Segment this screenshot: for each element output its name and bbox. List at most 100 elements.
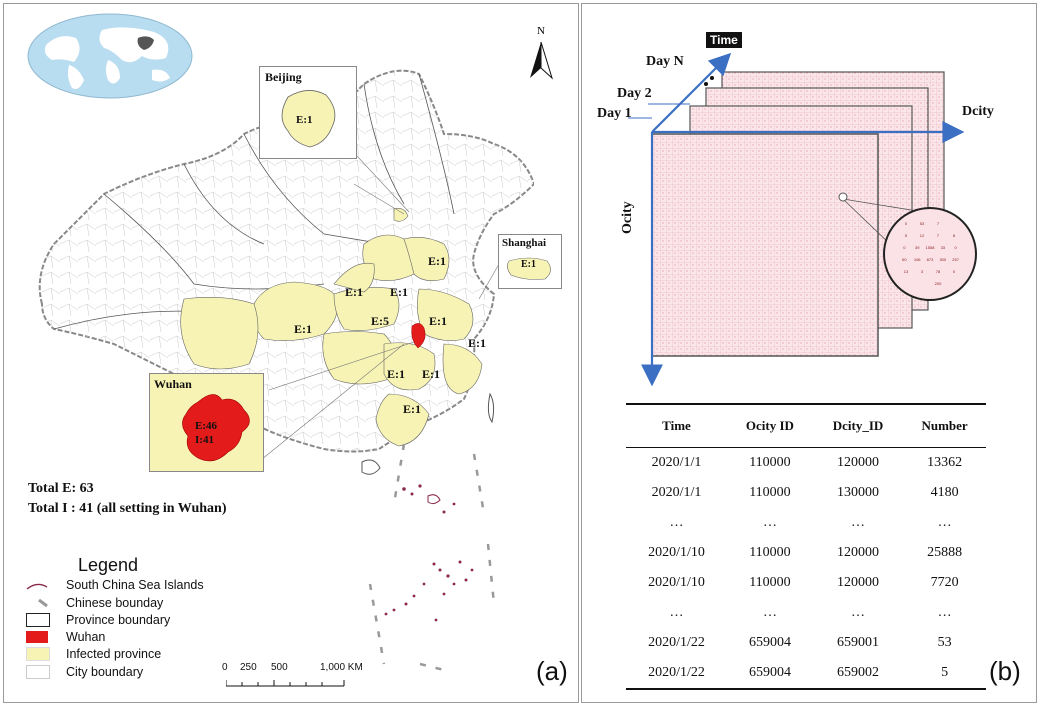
zoom-value: 5 [905,233,908,238]
world-globe-inset [27,13,193,99]
table-row: 2020/1/1 110000 120000 13362 [626,448,986,479]
table-cell: 659002 [812,658,904,690]
legend-item: Chinese bounday [26,595,163,611]
total-e: Total E: 63 [28,481,94,496]
shanghai-title: Shanghai [502,237,547,249]
table-cell: 2020/1/22 [626,658,727,690]
ocity-axis-label: Ocity [620,201,635,234]
zoom-value: 0 [905,221,908,226]
zoom-value: 1558 [926,245,936,250]
matrix-layer-stack [651,71,945,357]
legend-item: Wuhan [26,629,105,645]
table-cell: 13362 [927,455,963,470]
province-label: E:1 [422,367,440,381]
zoom-value: 7 [937,233,940,238]
city-box-icon [26,665,50,679]
wuhan-box-icon [26,631,48,643]
od-flow-table: Time Ocity ID Dcity_ID Number 2020/1/1 11… [626,403,986,690]
table-cell: 110000 [749,485,791,500]
table-cell: 659004 [748,635,791,650]
legend-item: City boundary [26,664,143,680]
shanghai-value: E:1 [521,259,536,270]
province-label: E:1 [403,402,421,416]
province-label: E:1 [387,367,405,381]
zoom-value: 60 [902,257,907,262]
wuhan-title: Wuhan [154,377,192,391]
table-cell: … [937,515,952,530]
zoom-value: 0 [954,245,957,250]
panel-label-a: (a) [536,656,568,686]
shanghai-inset: Shanghai E:1 [498,234,562,289]
table-cell: 5 [903,658,986,690]
time-axis-label: Time [706,32,742,48]
zoom-value: 8 [953,233,956,238]
zoom-value: 33 [941,245,946,250]
beijing-inset: Beijing E:1 [259,66,357,159]
table-row: 2020/1/1 110000 130000 4180 [626,478,986,508]
beijing-value: E:1 [296,114,313,126]
table-cell: 120000 [837,455,880,470]
table-row: 2020/1/22 659004 659002 5 [626,658,986,690]
zoom-value: 0 [903,245,906,250]
infected-box-icon [26,647,50,661]
time-axis [651,52,732,133]
south-china-sea-islands [368,443,496,672]
table-cell: 2020/1/1 [651,485,702,500]
table-cell: 2020/1/1 [651,455,702,470]
table-row: ………… [626,598,986,628]
north-arrow-icon: N [530,25,554,80]
zoom-value: 0 [953,269,956,274]
province-label: E:1 [428,254,446,268]
zoom-value: 12 [920,233,925,238]
day-1-label: Day 1 [597,106,632,121]
table-cell: 110000 [749,575,791,590]
zoom-value: 13 [904,269,909,274]
zoom-value: 106 [914,257,921,262]
china-map [38,69,534,475]
zoom-value: 300 [939,257,946,262]
table-cell: 7720 [930,575,959,590]
legend-item: South China Sea Islands [26,577,204,593]
table-cell: 110000 [749,545,791,560]
table-cell: … [669,515,684,530]
zoom-value: 257 [952,257,959,262]
wuhan-marker [411,323,426,349]
zoom-value: 873 [927,257,934,262]
day-2-label: Day 2 [617,86,652,101]
table-cell: 2020/1/10 [648,545,705,560]
matrix-day-1 [651,133,879,357]
panel-label-b: (b) [989,656,1021,686]
legend: South China Sea Islands Chinese bounday … [26,577,236,687]
table-cell: … [762,515,777,530]
infected-provinces [180,208,483,447]
zoom-value: 3 [921,269,924,274]
zoom-circle [883,207,977,301]
zoom-value: 7 [937,221,940,226]
province-box-icon [26,613,50,627]
header-dcity-id: Dcity_ID [812,403,904,448]
legend-item: Infected province [26,646,161,662]
zoom-value: 39 [915,245,920,250]
table-header-row: Time Ocity ID Dcity_ID Number [626,403,986,448]
table-cell: 2020/1/10 [648,575,705,590]
wuhan-i-value: I:41 [195,434,214,446]
table-cell: 110000 [749,455,791,470]
od-matrix-panel: 0 53 7 5 12 7 8 0 39 1558 33 0 60 106 873 300 257 13 3 78 0 2… [581,3,1037,703]
table-cell: 659004 [726,658,813,690]
table-cell: … [762,605,777,620]
province-label: E:1 [345,285,363,299]
province-label: E:5 [371,314,389,328]
province-label: E:1 [468,336,486,350]
zoom-value: 200 [935,281,942,286]
map-panel: N [3,3,579,703]
beijing-title: Beijing [265,70,302,84]
day-n-label: Day N [646,54,684,69]
total-i: Total I : 41 (all setting in Wuhan) [28,501,227,516]
china-highlight [137,36,154,50]
header-ocity-id: Ocity ID [726,403,813,448]
table-cell: 53 [937,635,952,650]
dcity-axis-label: Dcity [962,104,994,119]
header-time: Time [626,403,727,448]
table-row: 2020/1/22 659004 659001 53 [626,628,986,658]
